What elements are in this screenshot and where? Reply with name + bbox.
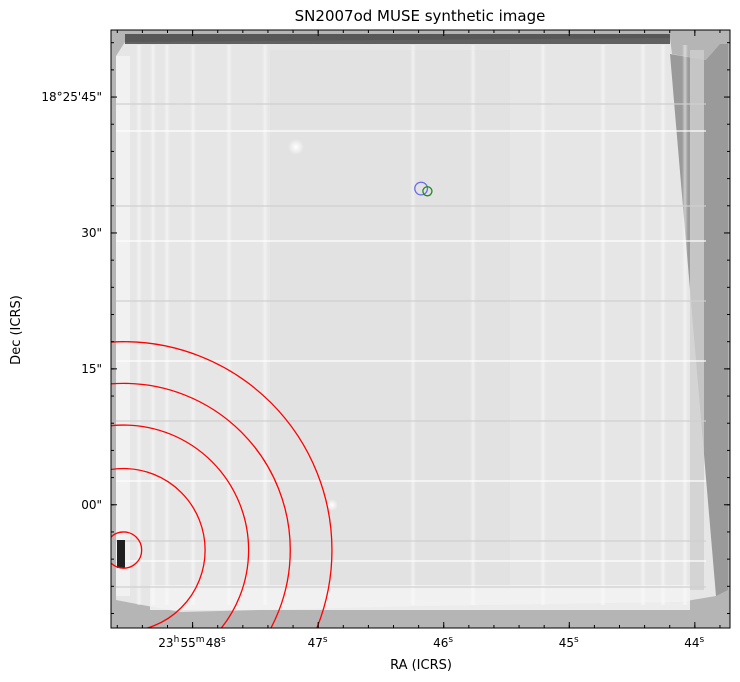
vertical-streak [540,45,546,605]
ring-4 [111,382,291,628]
horizontal-streak [116,480,706,482]
y-tick-label: 30" [81,226,102,240]
vertical-streak [682,45,688,605]
bright-spot-2 [326,499,338,511]
marker-green [422,186,433,197]
vertical-streak [262,45,268,605]
horizontal-streak [116,586,706,588]
x-axis: 23h 55m 48s 47s 46s 45s 44s [116,30,721,650]
axes-frame [110,29,731,629]
y-tick-label: 00" [81,498,102,512]
horizontal-streak [116,130,706,132]
vertical-streak [190,45,196,605]
y-axis: 18°25'45" 30" 15" 00" [41,42,730,615]
horizontal-streak [116,103,706,105]
ring-2 [111,467,206,628]
vertical-streak [660,45,666,605]
vertical-streak [470,45,476,605]
vertical-streak [226,45,232,605]
y-tick-label: 15" [81,362,102,376]
overlay-markers [414,181,433,197]
horizontal-streak [116,205,706,207]
exposure-tile-left-strip [116,56,130,596]
vertical-streak [136,45,142,605]
vertical-streak [410,45,416,605]
x-tick-label: 45s [559,635,580,650]
y-axis-label: Dec (ICRS) [9,295,24,365]
horizontal-streak [116,240,706,242]
horizontal-streak [116,540,706,542]
image-streaks [116,45,706,605]
ring-1 [111,531,143,569]
vertical-streak [150,45,156,605]
exposure-tile-upper-band [125,34,670,44]
synthetic-image [111,30,730,628]
ring-3 [111,424,250,628]
vertical-streak [164,45,170,605]
ring-5 [111,341,333,628]
vertical-streak [600,45,606,605]
horizontal-streak [116,360,706,362]
x-tick-label: 44s [684,635,705,650]
exposure-tile-right-band [690,50,704,590]
y-tick-label: 18°25'45" [41,90,102,104]
horizontal-streak [116,420,706,422]
horizontal-streak [116,300,706,302]
x-tick-label: 47s [308,635,329,650]
overlay-rings [111,341,333,628]
bright-spot-1 [288,139,304,155]
vertical-streak [640,45,646,605]
marker-blue [414,181,429,196]
x-tick-label: 23h 55m 48s [158,635,227,650]
chart-title: SN2007od MUSE synthetic image [295,7,546,25]
x-axis-label: RA (ICRS) [390,658,452,673]
x-tick-label: 46s [433,635,454,650]
dark-edge-feature [117,540,125,568]
horizontal-streak [116,560,706,562]
